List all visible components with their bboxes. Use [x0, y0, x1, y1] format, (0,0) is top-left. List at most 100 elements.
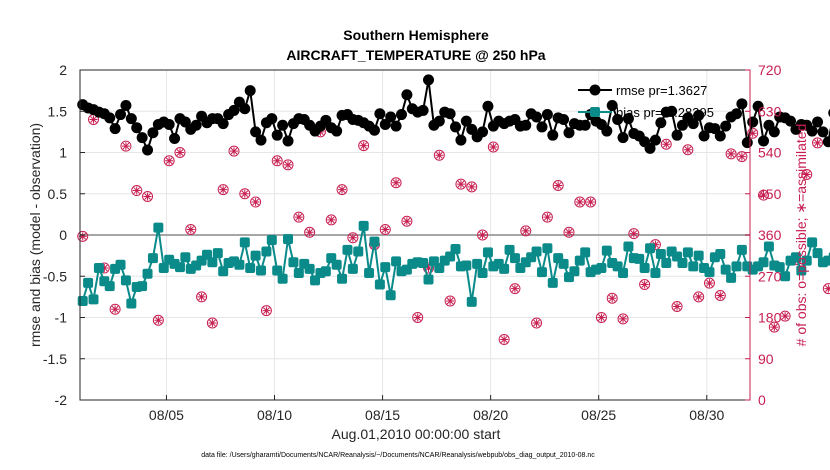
bias-point — [601, 245, 612, 256]
possible-point — [217, 184, 229, 196]
assimilated-point — [121, 142, 130, 151]
assimilated-point — [446, 297, 455, 305]
bias-point — [93, 263, 104, 273]
bias-point — [531, 246, 542, 257]
assimilated-point — [197, 292, 206, 301]
bias-point — [153, 222, 164, 233]
rmse-point — [271, 129, 283, 141]
bias-point — [88, 294, 99, 305]
bias-point — [704, 267, 715, 278]
assimilated-point — [521, 226, 530, 235]
assimilated-point — [165, 156, 174, 165]
legend-marker — [590, 107, 600, 117]
possible-point — [531, 317, 543, 329]
rmse-point — [671, 129, 683, 141]
rmse-point — [104, 112, 116, 124]
bias-point — [272, 265, 283, 276]
bias-point — [677, 258, 688, 269]
assimilated-point — [500, 335, 509, 344]
assimilated-point — [748, 129, 757, 138]
bias-point — [580, 247, 591, 258]
possible-point — [77, 230, 89, 242]
y-right-tick-label: 720 — [758, 62, 782, 78]
rmse-point — [806, 125, 818, 137]
assimilated-point — [716, 291, 725, 300]
rmse-point — [612, 114, 624, 125]
assimilated-point — [294, 213, 303, 222]
assimilated-point — [100, 264, 109, 272]
bias-point — [320, 266, 331, 277]
bias-point — [693, 250, 704, 261]
bias-point — [212, 248, 223, 259]
axes: 08/05 08/10 08/15 08/20 08/25 08/30 -2 -1.5 -1 -0… — [43, 62, 782, 423]
legend: rmse pr=1.3627 bias pr=-0.28395 — [578, 83, 714, 120]
assimilated-point — [392, 178, 401, 187]
possible-point — [271, 155, 283, 167]
rmse-point — [239, 103, 251, 115]
assimilated-point — [705, 279, 714, 288]
rmse-point — [390, 120, 402, 132]
rmse-point — [687, 118, 699, 130]
rmse-point — [385, 111, 397, 123]
rmse-point — [460, 115, 472, 127]
possible-point — [142, 191, 154, 202]
bias-point — [104, 281, 115, 292]
assimilated-point — [338, 185, 347, 194]
bias-point — [83, 277, 94, 288]
rmse-point — [244, 85, 256, 97]
assimilated-point — [619, 314, 628, 323]
possible-point — [487, 141, 499, 153]
assimilated-point — [510, 284, 519, 293]
assimilated-point — [208, 319, 217, 327]
possible-point — [703, 277, 715, 289]
possible-point — [282, 159, 294, 171]
possible-point — [477, 229, 489, 241]
bias-point — [331, 259, 342, 270]
bias-point — [120, 275, 131, 286]
possible-point — [822, 283, 830, 295]
possible-point — [185, 224, 197, 235]
rmse-point — [109, 123, 121, 135]
bias-point — [812, 248, 823, 259]
bias-point — [542, 243, 553, 254]
bias-point — [418, 258, 429, 269]
rmse-point — [531, 111, 543, 123]
assimilated-point — [456, 180, 465, 189]
assimilated-point — [813, 138, 822, 147]
bias-point — [639, 263, 650, 273]
bias-point — [342, 244, 353, 255]
y-tick-label: 1 — [59, 145, 67, 161]
possible-point — [304, 226, 316, 238]
rmse-point — [563, 127, 575, 139]
assimilated-point — [770, 323, 779, 332]
possible-point — [325, 214, 337, 226]
legend-label: rmse pr=1.3627 — [616, 83, 707, 98]
rmse-point — [368, 124, 380, 136]
possible-point — [736, 151, 748, 163]
rmse-point — [812, 116, 824, 128]
assimilated-point — [586, 198, 595, 206]
bias-point — [547, 277, 558, 288]
y-right-tick-label: 180 — [758, 310, 782, 326]
y-right-tick-label: 540 — [758, 145, 782, 161]
rmse-point — [217, 118, 229, 130]
bias-point — [688, 261, 699, 272]
possible-point — [693, 291, 705, 303]
y-right-tick-label: 630 — [758, 103, 782, 119]
bias-point — [364, 267, 375, 278]
rmse-point — [255, 134, 267, 146]
legend-label: bias pr=-0.28395 — [616, 105, 714, 120]
rmse-point — [617, 132, 629, 144]
bias-point — [807, 237, 818, 248]
assimilated-point — [597, 313, 606, 322]
rmse-point — [606, 99, 618, 111]
rmse-point — [277, 119, 289, 131]
bias-point — [142, 268, 153, 279]
bias-point — [147, 253, 158, 264]
rmse-point — [120, 99, 132, 111]
x-tick-label: 08/10 — [257, 407, 292, 423]
assimilated-point — [413, 313, 422, 322]
bias-point — [736, 244, 747, 255]
